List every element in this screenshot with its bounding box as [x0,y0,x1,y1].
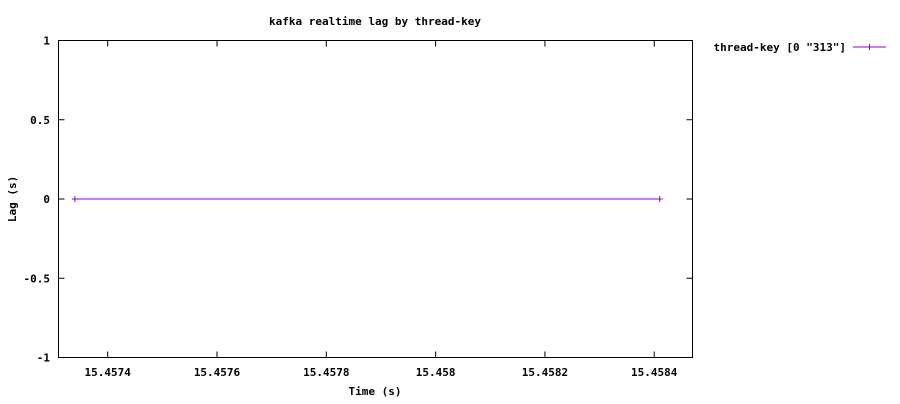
x-tick-label: 15.4576 [194,366,241,379]
y-tick-label: 0.5 [30,114,50,127]
y-ticks: 1 0.5 0 -0.5 -1 [24,35,693,365]
x-tick-label: 15.4574 [85,366,132,379]
data-point [71,196,78,202]
legend: thread-key [0 "313"] [714,41,886,54]
y-axis-label: Lag (s) [6,176,19,222]
x-tick-label: 15.4582 [522,366,568,379]
legend-label: thread-key [0 "313"] [714,41,846,54]
series-layer [71,196,663,202]
y-tick-label: -1 [37,352,51,365]
y-tick-label: 1 [43,35,50,48]
x-tick-label: 15.4578 [303,366,349,379]
data-point [656,196,663,202]
x-tick-label: 15.4584 [631,366,678,379]
chart-title: kafka realtime lag by thread-key [269,15,481,28]
y-tick-label: -0.5 [24,272,51,285]
x-axis-label: Time (s) [349,385,402,398]
x-ticks: 15.4574 15.4576 15.4578 15.458 15.4582 15.458… [85,40,678,379]
x-tick-label: 15.458 [416,366,456,379]
y-tick-label: 0 [43,193,50,206]
legend-marker [866,44,873,50]
